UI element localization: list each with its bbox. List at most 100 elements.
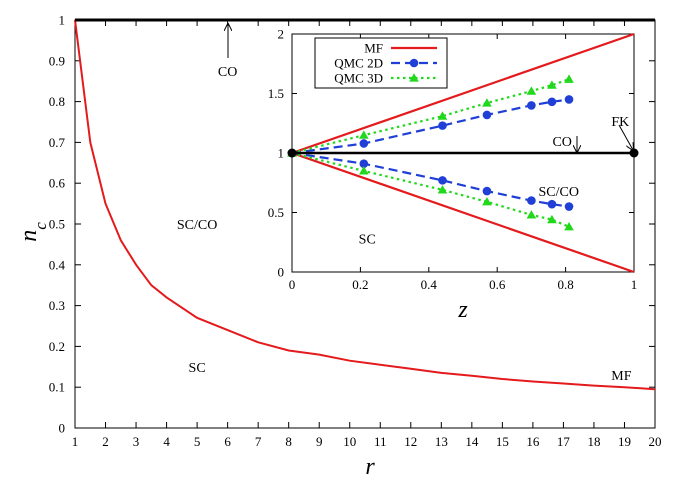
main-y-ticks: 0 0.1 0.2 0.3 0.4 0.5 0.6 0.7 0.8 0.9 1 [49, 13, 655, 436]
legend-label: QMC 3D [334, 71, 383, 86]
inset-point-triangle [482, 196, 492, 206]
inset-x-tick-label: 0.2 [352, 277, 368, 292]
main-y-tick-label: 0.6 [49, 176, 66, 191]
main-x-tick-label: 13 [435, 434, 448, 449]
inset-point-triangle [526, 86, 537, 95]
inset-y-tick-label: 2 [278, 27, 285, 42]
main-x-tick-label: 18 [587, 434, 600, 449]
inset-point-triangle [482, 98, 492, 107]
main-y-tick-label: 0.1 [49, 380, 65, 395]
fk-arrow-inset [618, 124, 633, 150]
main-x-ticks: 1 2 3 4 5 6 7 8 9 10 11 12 13 14 15 16 17 18 19 20 [72, 20, 662, 449]
main-annotation: SC/CO [177, 218, 217, 233]
inset-point-triangle [526, 210, 537, 219]
inset-point-triangle [359, 166, 369, 175]
main-series-line-0 [74, 19, 656, 391]
main-y-tick-label: 0.9 [49, 53, 65, 68]
main-x-tick-label: 19 [618, 434, 631, 449]
inset-point-triangle [437, 111, 448, 120]
main-chart: 1 2 3 4 5 6 7 8 9 10 11 12 13 14 15 16 17 18 19 20 00.10.20… [16, 13, 662, 480]
main-y-tick-label: 1 [59, 13, 66, 28]
main-y-tick-label: 0 [59, 421, 66, 436]
main-y-axis-title: nc [16, 222, 50, 242]
main-series-group [74, 18, 656, 391]
main-y-tick-label: 0.3 [49, 298, 65, 313]
inset-x-axis-title: z [457, 297, 468, 323]
main-x-tick-label: 10 [343, 434, 356, 449]
main-x-tick-label: 7 [255, 434, 262, 449]
main-annotation: MF [611, 369, 631, 384]
inset-x-tick-label: 0 [289, 277, 296, 292]
main-y-tick-label: 0.5 [49, 217, 65, 232]
inset-point-triangle [437, 185, 448, 194]
main-x-tick-label: 17 [557, 434, 571, 449]
main-annotation: CO [218, 65, 237, 80]
inset-x-tick-label: 0.6 [489, 277, 506, 292]
main-annotation: SC [189, 361, 206, 376]
inset-x-ticks: 0 0.2 0.4 0.6 0.8 1 [289, 34, 638, 292]
legend-label: MF [364, 41, 383, 56]
inset-annotation: FK [611, 115, 629, 130]
inset-point-circle [359, 159, 369, 169]
main-y-axis-subscript: c [31, 222, 50, 230]
inset-y-tick-label: 0.5 [268, 205, 284, 220]
inset-point-triangle [564, 74, 574, 83]
main-y-tick-label: 0.4 [49, 257, 66, 272]
inset-point-circle [438, 121, 447, 130]
inset-point-circle [527, 101, 536, 110]
inset-point-circle [482, 186, 492, 196]
inset-y-tick-label: 1 [278, 146, 285, 161]
main-x-tick-label: 11 [374, 434, 387, 449]
legend-swatch-circle [409, 58, 419, 68]
main-x-tick-label: 3 [133, 434, 140, 449]
inset-annotations: CO FK SC/CO SC [359, 115, 630, 248]
inset-point-circle [482, 110, 492, 120]
main-y-tick-label: 0.7 [49, 135, 66, 150]
inset-point-circle [564, 95, 574, 104]
inset-point-triangle [359, 130, 369, 139]
inset-annotation: SC [359, 233, 376, 248]
main-y-tick-label: 0.2 [49, 339, 65, 354]
inset-x-tick-label: 0.8 [557, 277, 573, 292]
main-x-tick-label: 12 [404, 434, 417, 449]
main-x-tick-label: 2 [102, 434, 109, 449]
main-x-tick-label: 8 [285, 434, 292, 449]
inset-endpoint-dot [629, 148, 639, 158]
main-x-axis-title: r [365, 454, 375, 480]
inset-point-triangle [547, 80, 557, 89]
inset-series-line-0 [291, 32, 635, 155]
legend-label: QMC 2D [334, 56, 383, 71]
inset-point-circle [547, 199, 557, 209]
inset-point-triangle [564, 221, 574, 231]
inset-point-circle [564, 202, 574, 211]
inset-series-line-1 [291, 151, 635, 274]
main-x-tick-label: 14 [465, 434, 479, 449]
main-x-tick-label: 4 [163, 434, 170, 449]
inset-series-group [287, 32, 639, 274]
main-x-tick-label: 20 [649, 434, 662, 449]
main-x-tick-label: 15 [496, 434, 509, 449]
inset-y-tick-label: 1.5 [268, 86, 284, 101]
inset-x-tick-label: 1 [631, 277, 638, 292]
main-annotations: CO SC/CO SC MF [177, 65, 632, 384]
inset-point-circle [438, 176, 447, 185]
main-x-tick-label: 9 [316, 434, 323, 449]
inset-point-circle [527, 196, 536, 205]
main-x-tick-label: 16 [526, 434, 540, 449]
main-x-tick-label: 6 [224, 434, 231, 449]
inset-endpoint-dot [287, 148, 297, 158]
main-x-tick-label: 1 [72, 434, 79, 449]
inset-annotation: SC/CO [539, 185, 579, 200]
inset-point-triangle [547, 214, 557, 224]
inset-y-tick-label: 0 [278, 265, 285, 280]
inset-chart: 0 0.2 0.4 0.6 0.8 1 0 0.5 1 1.5 2 CO FK SC/CO SC z M… [268, 27, 639, 323]
inset-point-circle [547, 97, 557, 107]
inset-annotation: CO [552, 135, 571, 150]
inset-x-tick-label: 0.4 [421, 277, 438, 292]
inset-point-circle [359, 139, 369, 148]
main-x-tick-label: 5 [194, 434, 201, 449]
legend-swatch-triangle [409, 73, 419, 82]
